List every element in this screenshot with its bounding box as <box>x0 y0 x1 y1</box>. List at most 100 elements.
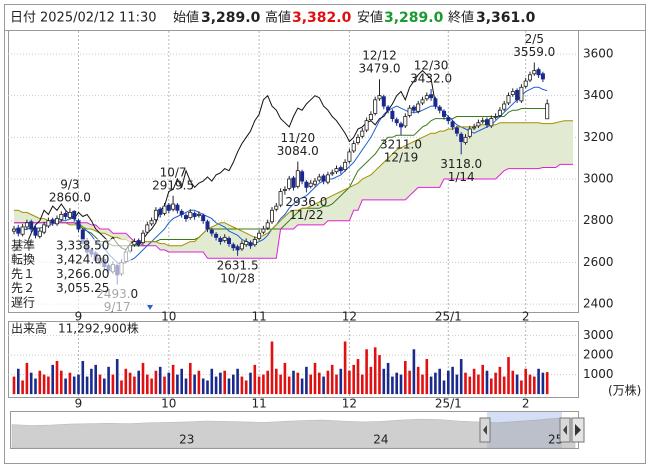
candle-body <box>312 180 317 185</box>
candle-body <box>364 120 369 131</box>
volume-bar <box>485 370 489 395</box>
volume-bar <box>524 368 527 395</box>
y-tick-label: 2800 <box>583 213 614 227</box>
volume-bar <box>515 374 519 395</box>
navigator-handle[interactable] <box>559 417 571 443</box>
y-tick-label: 2600 <box>583 255 614 269</box>
candle-body <box>50 219 55 224</box>
volume-bar <box>214 376 218 395</box>
candle-body <box>480 120 485 123</box>
candle-body <box>545 103 550 120</box>
candle-body <box>29 221 34 230</box>
volume-bar <box>55 360 59 395</box>
candle-body <box>506 95 511 104</box>
navigator-area <box>11 417 576 449</box>
volume-bar <box>257 376 261 395</box>
volume-bar <box>163 376 166 395</box>
volume-bar <box>141 362 145 395</box>
candle-body <box>63 213 68 217</box>
volume-bar <box>210 368 214 395</box>
y-tick-label: 2400 <box>583 297 614 311</box>
low-label: 安値 <box>357 10 383 26</box>
candle-body <box>145 224 150 233</box>
annotation-date: 2/5 <box>525 32 544 46</box>
volume-bar <box>120 380 123 395</box>
x-tick-label: 12 <box>342 310 357 324</box>
volume-bar <box>12 376 16 395</box>
volume-bar <box>287 376 291 395</box>
volume-bar <box>313 362 317 395</box>
x-tick-label: 2 <box>522 397 530 411</box>
volume-bar <box>111 374 115 395</box>
cloud <box>14 120 573 259</box>
candle-body <box>218 238 223 242</box>
close-label: 終値 <box>448 10 474 26</box>
candle-body <box>424 95 429 100</box>
scroll-right-button[interactable] <box>571 417 585 443</box>
candle-body <box>476 122 481 127</box>
volume-bar <box>227 378 231 395</box>
candle-body <box>291 177 296 188</box>
candle-body <box>16 227 21 234</box>
candle-body <box>429 94 434 99</box>
volume-bar <box>507 357 510 395</box>
volume-bar <box>266 370 269 395</box>
volume-bar <box>330 364 334 395</box>
volume-bar <box>133 376 136 395</box>
candle-body <box>403 116 408 127</box>
annotation-date: 12/19 <box>384 151 419 165</box>
x-tick-label: 9 <box>75 310 83 324</box>
volume-bar <box>244 380 248 395</box>
candle-body <box>149 220 154 225</box>
candle-body <box>325 174 330 183</box>
legend-value: 3,424.00 <box>56 253 109 267</box>
candle-body <box>46 220 51 227</box>
volume-bar <box>124 368 128 395</box>
candle-body <box>377 95 382 100</box>
volume-bar <box>47 376 50 395</box>
annotation-value: 2919.5 <box>152 178 194 192</box>
candle-body <box>231 244 236 249</box>
volume-bar <box>464 372 467 395</box>
candle-body <box>55 218 60 225</box>
navigator-handle[interactable] <box>479 417 491 443</box>
candle-body <box>205 221 210 230</box>
candle-body <box>295 170 300 187</box>
indicator-line <box>14 163 573 259</box>
y-tick-label: 3400 <box>583 88 614 102</box>
volume-bar <box>94 364 97 395</box>
annotation-value: 3211.0 <box>380 138 422 152</box>
candle-body <box>472 126 477 129</box>
volume-bar <box>468 376 472 395</box>
candle-body <box>330 172 335 175</box>
candle-body <box>252 239 257 246</box>
candle-body <box>519 86 524 102</box>
annotation-value: 2631.5 <box>217 258 259 272</box>
volume-bar <box>68 372 72 395</box>
date-label: 日付 <box>10 11 36 26</box>
candle-body <box>368 114 373 121</box>
volume-bar <box>103 378 106 395</box>
volume-bar <box>72 376 76 395</box>
volume-bar <box>481 364 484 395</box>
candle-body <box>523 80 528 87</box>
candle-body <box>183 215 188 220</box>
volume-bar <box>309 374 312 395</box>
volume-bar <box>537 368 540 395</box>
candle-body <box>244 241 249 246</box>
candle-body <box>463 136 468 143</box>
candle-body <box>515 90 520 101</box>
volume-bar <box>90 368 93 395</box>
volume-bar <box>206 380 209 395</box>
volume-bar <box>38 370 42 395</box>
annotation-date: 12/12 <box>362 49 397 63</box>
volume-bar <box>373 347 377 395</box>
candle-body <box>235 246 240 251</box>
volume-bar <box>107 366 110 395</box>
volume-bar <box>34 378 37 395</box>
candle-body <box>334 168 339 173</box>
volume-bar <box>520 380 523 395</box>
volume-bar <box>451 366 454 395</box>
volume-bar <box>378 355 381 395</box>
button-arrow <box>575 424 581 436</box>
